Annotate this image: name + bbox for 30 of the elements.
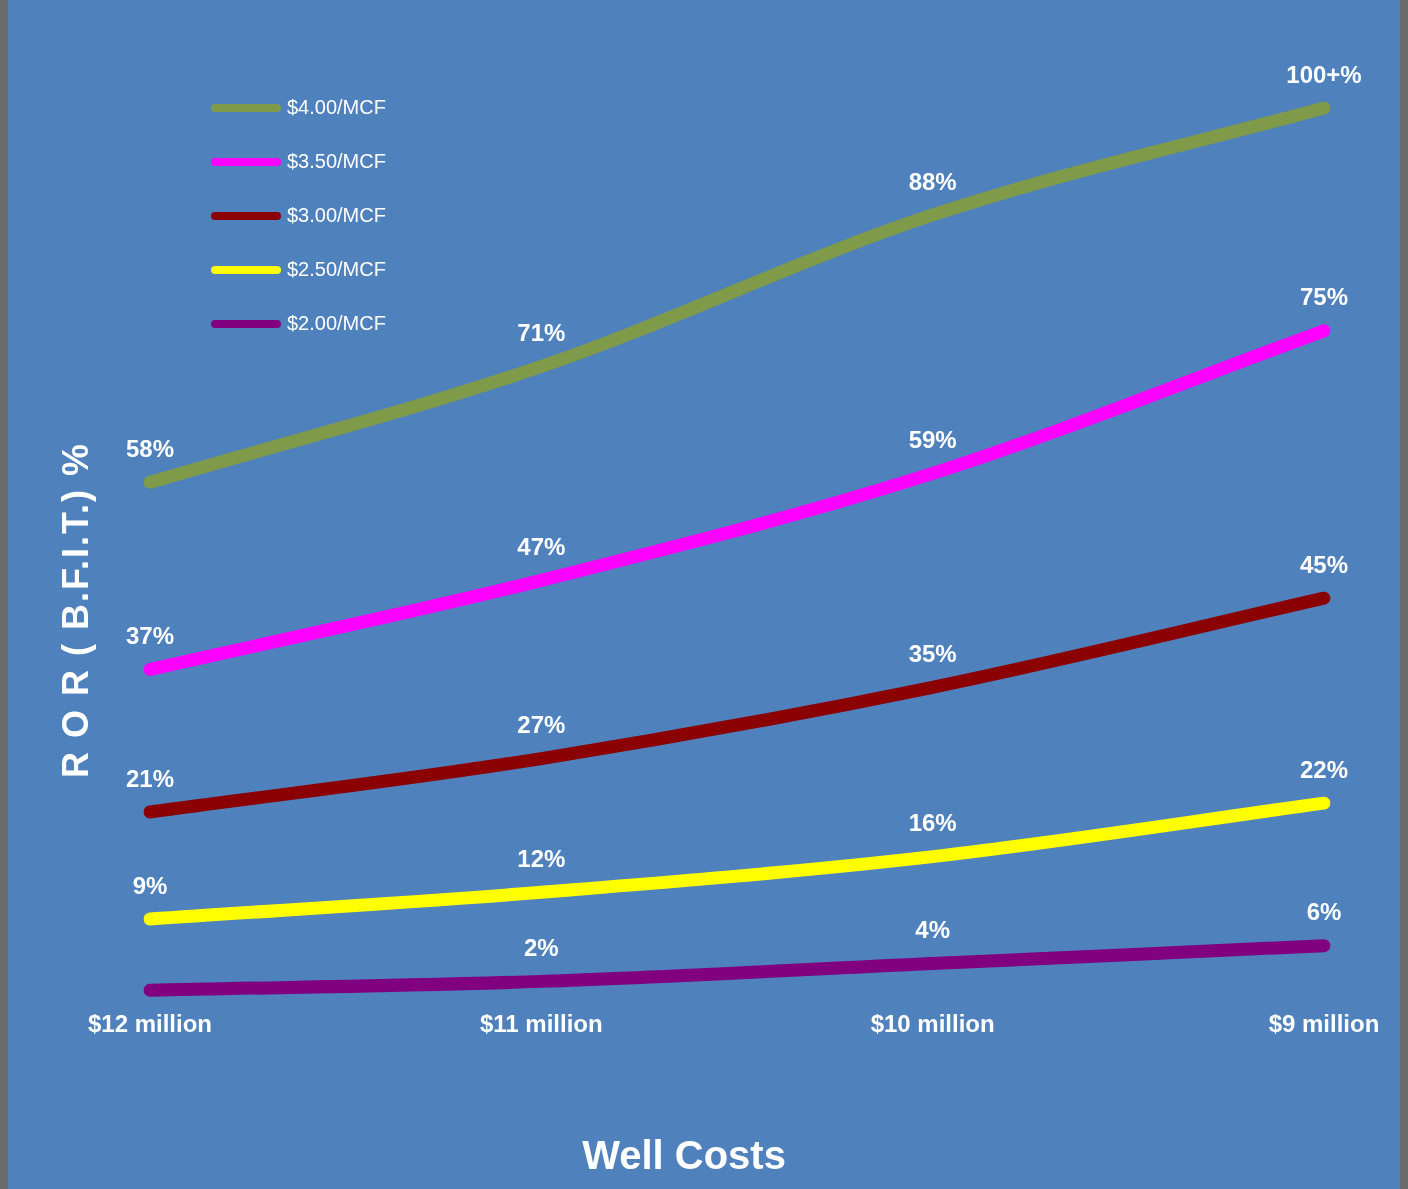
legend-label: $3.00/MCF bbox=[287, 203, 386, 226]
data-label: 88% bbox=[908, 167, 957, 195]
data-label: 21% bbox=[125, 764, 175, 792]
y-axis-title: R O R ( B.F.I.T.) % bbox=[55, 441, 97, 779]
data-label: 35% bbox=[908, 639, 957, 667]
data-label: 58% bbox=[125, 434, 175, 462]
data-label: 16% bbox=[908, 809, 957, 837]
data-label: 2% bbox=[523, 934, 559, 961]
legend-label: $2.00/MCF bbox=[287, 311, 386, 334]
data-label: 4% bbox=[915, 916, 951, 944]
x-tick-label: $9 million bbox=[1268, 1010, 1380, 1038]
data-label: 9% bbox=[132, 871, 168, 899]
data-label: 71% bbox=[517, 319, 566, 347]
data-label: 45% bbox=[1299, 550, 1349, 578]
legend-label: $2.50/MCF bbox=[287, 257, 386, 280]
data-label: 12% bbox=[517, 844, 566, 872]
x-tick-label: $11 million bbox=[479, 1010, 603, 1038]
x-tick-label: $10 million bbox=[870, 1010, 995, 1038]
data-label: 37% bbox=[125, 622, 175, 650]
data-label: 6% bbox=[1306, 898, 1342, 926]
data-label: 22% bbox=[1299, 755, 1349, 783]
legend-label: $3.50/MCF bbox=[287, 149, 386, 172]
data-label: 75% bbox=[1299, 283, 1349, 311]
x-axis-title: Well Costs bbox=[582, 1132, 786, 1178]
data-label: 27% bbox=[517, 711, 566, 739]
data-label: 100+% bbox=[1286, 60, 1362, 88]
data-label: 47% bbox=[517, 532, 566, 560]
legend-label: $4.00/MCF bbox=[287, 95, 386, 118]
x-tick-label: $12 million bbox=[87, 1010, 213, 1038]
data-label: 59% bbox=[908, 426, 957, 454]
